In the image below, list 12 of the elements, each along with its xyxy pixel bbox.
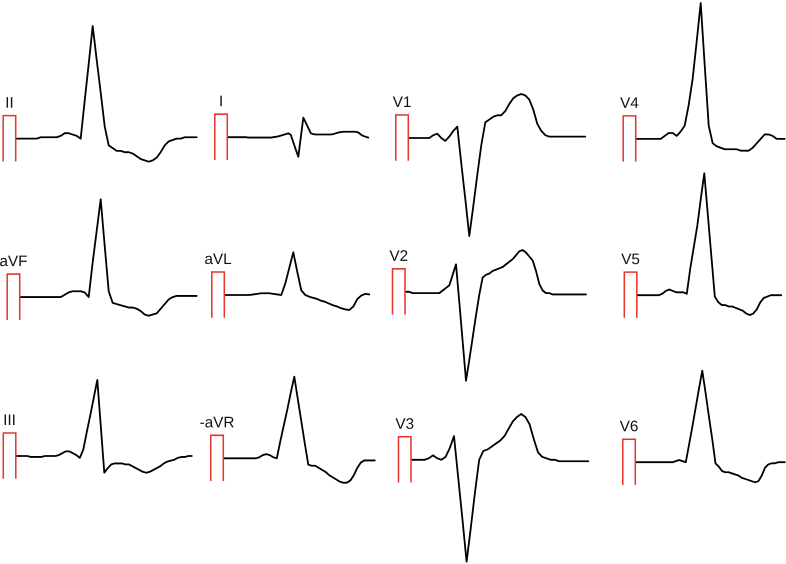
- chart-title: V2: [389, 250, 408, 261]
- text: II: [6, 97, 12, 108]
- chart-title: I: [220, 96, 222, 106]
- text: III: [4, 414, 15, 426]
- text: V5: [621, 254, 640, 264]
- chart-title: V3: [395, 418, 414, 429]
- chart-title: aVL: [205, 253, 232, 264]
- text: aVF: [0, 256, 27, 266]
- text: V4: [620, 97, 638, 108]
- chart-title: V1: [392, 96, 411, 108]
- text: -aVR: [200, 416, 234, 428]
- text: V6: [620, 420, 638, 432]
